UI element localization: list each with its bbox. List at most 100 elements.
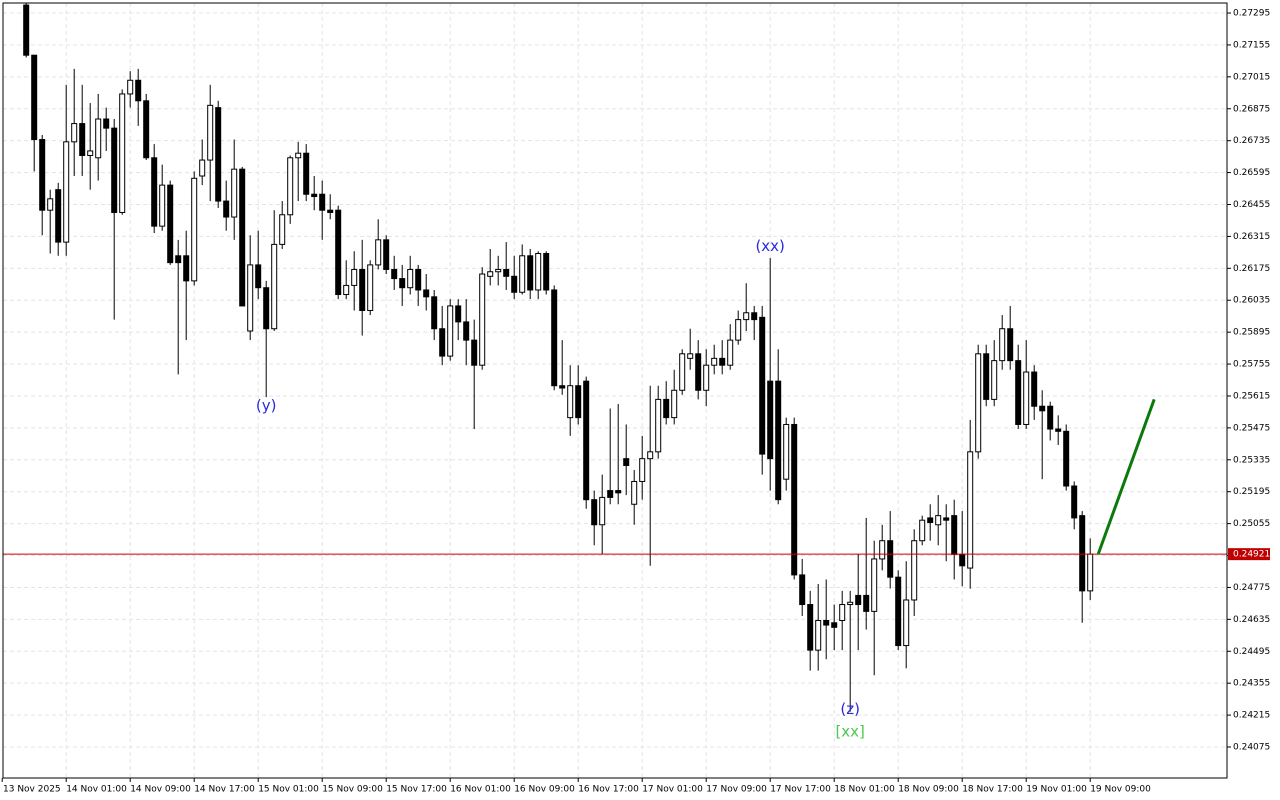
candle-body xyxy=(231,168,238,218)
candle-body xyxy=(551,289,558,387)
candle-body xyxy=(463,321,470,341)
candle-body xyxy=(159,184,166,227)
candle-body xyxy=(407,268,414,289)
candle-body xyxy=(335,209,342,296)
candle-body xyxy=(303,152,310,195)
candle-body xyxy=(703,364,710,391)
candle-body xyxy=(319,193,326,211)
candle-body xyxy=(639,458,646,482)
candle-body xyxy=(591,499,598,526)
candle-body xyxy=(991,360,998,400)
x-tick-label: 14 Nov 01:00 xyxy=(66,785,127,795)
candle-body xyxy=(831,622,838,628)
candle-body xyxy=(1007,328,1014,362)
x-tick-label: 13 Nov 2025 xyxy=(3,785,61,795)
candle-body xyxy=(503,268,510,277)
x-tick-label: 19 Nov 01:00 xyxy=(1026,785,1087,795)
candle-body xyxy=(623,458,630,466)
candle-body xyxy=(695,353,702,391)
candles: (y) (xx) (z) [xx] xyxy=(3,2,1227,741)
candle-body xyxy=(263,287,270,330)
x-tick-label: 18 Nov 09:00 xyxy=(898,785,959,795)
candle-body xyxy=(271,243,278,330)
candle-body xyxy=(367,264,374,311)
candle-body xyxy=(575,385,582,419)
candle-body xyxy=(687,353,694,359)
x-tick-label: 16 Nov 17:00 xyxy=(578,785,639,795)
y-tick-label: 0.25195 xyxy=(1233,487,1270,497)
candle-body xyxy=(655,398,662,453)
y-tick-label: 0.26455 xyxy=(1233,200,1270,210)
candle-body xyxy=(487,271,494,277)
x-tick-label: 18 Nov 17:00 xyxy=(962,785,1023,795)
candle-body xyxy=(103,118,110,129)
candle-body xyxy=(1063,430,1070,487)
candle-body xyxy=(511,275,518,293)
candle-body xyxy=(1047,405,1054,430)
candle-body xyxy=(455,305,462,323)
candle-body xyxy=(559,385,566,389)
y-tick-label: 0.25615 xyxy=(1233,391,1270,401)
y-tick-label: 0.25895 xyxy=(1233,328,1270,338)
candle-body xyxy=(151,157,158,227)
candle-body xyxy=(895,576,902,647)
y-tick-label: 0.25755 xyxy=(1233,360,1270,370)
wave-label: (y) xyxy=(256,397,277,415)
candle-body xyxy=(471,339,478,366)
candle-body xyxy=(767,380,774,460)
candle-body xyxy=(783,423,790,480)
candle-body xyxy=(583,380,590,501)
candle-body xyxy=(735,319,742,341)
candle-body xyxy=(807,604,814,651)
candle-body xyxy=(759,316,766,455)
candle-body xyxy=(95,118,102,159)
x-tick-label: 17 Nov 09:00 xyxy=(706,785,767,795)
candle-body xyxy=(535,253,542,291)
candle-body xyxy=(127,79,134,95)
candle-body xyxy=(799,574,806,606)
candle-body xyxy=(599,496,606,526)
candle-body xyxy=(847,601,854,606)
candle-body xyxy=(175,255,182,264)
candle-body xyxy=(191,177,198,282)
candle-body xyxy=(911,540,918,601)
candle-body xyxy=(871,558,878,612)
candle-body xyxy=(223,200,230,218)
candle-body xyxy=(295,152,302,159)
x-tick-label: 17 Nov 01:00 xyxy=(642,785,703,795)
candle-body xyxy=(1015,360,1022,425)
candle-body xyxy=(927,517,934,523)
y-tick-label: 0.27295 xyxy=(1233,9,1270,19)
candle-body xyxy=(567,385,574,419)
candle-body xyxy=(111,127,118,213)
candle-body xyxy=(439,328,446,357)
candle-body xyxy=(391,268,398,280)
y-tick-label: 0.25475 xyxy=(1233,423,1270,433)
candle-body xyxy=(63,141,70,243)
candle-body xyxy=(79,123,86,156)
candle-body xyxy=(647,451,654,460)
candle-body xyxy=(39,139,46,211)
y-tick-label: 0.24215 xyxy=(1233,711,1270,721)
candle-body xyxy=(887,540,894,578)
candle-body xyxy=(343,284,350,296)
candle-body xyxy=(215,107,222,202)
candle-body xyxy=(375,239,382,266)
candle-body xyxy=(495,268,502,273)
candle-body xyxy=(791,423,798,576)
candle-body xyxy=(679,353,686,391)
y-tick-label: 0.26315 xyxy=(1233,232,1270,242)
candle-body xyxy=(183,255,190,282)
wave-label: (xx) xyxy=(755,237,784,255)
candle-body xyxy=(399,278,406,289)
candle-body xyxy=(519,255,526,293)
wave-label: [xx] xyxy=(835,723,864,741)
candle-body xyxy=(943,517,950,521)
forecast-line xyxy=(1096,398,1156,555)
current-price-box xyxy=(1228,548,1270,561)
candle-body xyxy=(919,519,926,542)
candle-body xyxy=(199,159,206,177)
